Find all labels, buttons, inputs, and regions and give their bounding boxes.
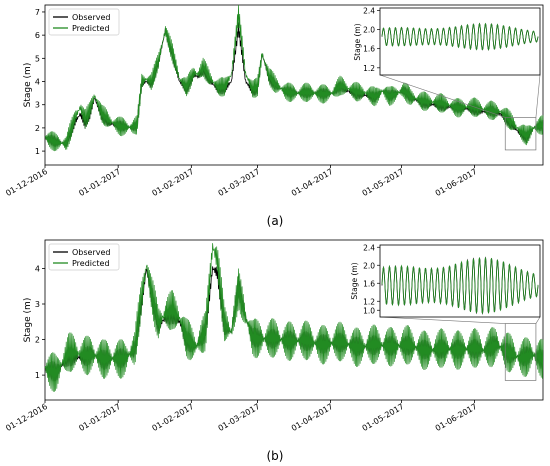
inset-ytick-label: 1.2: [363, 64, 375, 73]
ytick-label: 4: [35, 78, 40, 87]
panel-b-series: [44, 243, 544, 392]
zoom-connector: [379, 74, 506, 118]
panel-a-xticks: 01-12-2016 01-01-2017 01-02-2017 01-03-2017…: [4, 165, 479, 198]
inset-b-ylabel: Stage (m): [350, 262, 359, 299]
ytick-label: 2: [35, 124, 40, 133]
series-line-predicted: [44, 4, 544, 152]
ytick-label: 6: [35, 31, 40, 40]
inset-ytick-label: 2.0: [363, 26, 375, 35]
inset-a-plot-area: [379, 7, 541, 76]
zoom-connector: [535, 74, 541, 118]
inset-ytick-label: 2.4: [363, 243, 375, 252]
panel-a-yticks: 1 2 3 4 5 6 7: [35, 8, 45, 156]
xtick-label: 01-02-2017: [151, 402, 196, 433]
inset-ytick-label: 2.4: [363, 6, 375, 15]
panel-a-inset: Stage (m) 1.2 1.6 2.0 2.4: [353, 6, 541, 76]
zoom-connector: [379, 316, 506, 324]
xtick-label: 01-03-2017: [217, 402, 262, 433]
panel-b-yticks: 1 2 3 4: [35, 264, 45, 380]
panel-b-inset: Stage (m) 1.01.2 1.6 2.0 2.4: [350, 243, 541, 318]
legend-label-observed: Observed: [72, 248, 111, 257]
panel-a-series: [44, 4, 544, 152]
xtick-label: 01-06-2017: [434, 402, 479, 433]
inset-a-ylabel: Stage (m): [353, 23, 362, 60]
xtick-label: 01-12-2016: [4, 167, 49, 198]
zoom-connector: [535, 316, 541, 324]
xtick-label: 01-04-2017: [290, 167, 335, 198]
ytick-label: 4: [35, 264, 40, 273]
panel-b-zoom-box: [379, 316, 541, 381]
ytick-label: 2: [35, 336, 40, 345]
panel-b-caption: (b): [267, 449, 284, 463]
zoom-region: [504, 117, 537, 151]
ytick-label: 1: [35, 147, 40, 156]
inset-ytick-label: 1.0: [363, 306, 375, 315]
xtick-label: 01-01-2017: [77, 402, 122, 433]
xtick-label: 01-03-2017: [217, 167, 262, 198]
legend-label-predicted: Predicted: [72, 24, 110, 33]
panel-b-ylabel: Stage (m): [23, 298, 33, 343]
zoom-region: [504, 323, 537, 381]
ytick-label: 3: [35, 101, 40, 110]
series-line-predicted: [44, 243, 544, 392]
panel-a-zoom-box: [379, 74, 541, 151]
inset-b-series: [381, 256, 539, 315]
legend-label-predicted: Predicted: [72, 259, 110, 268]
ytick-label: 7: [35, 8, 40, 17]
inset-ytick-label: 2.0: [363, 261, 375, 270]
panel-a-ylabel: Stage (m): [23, 63, 33, 108]
ytick-label: 3: [35, 300, 40, 309]
panel-a-caption: (a): [267, 214, 284, 228]
legend-label-observed: Observed: [72, 13, 111, 22]
chart-panel-b: Stage (m) 1 2 3 4 01-12-2016 01-01-2017 01-02…: [4, 239, 544, 463]
inset-ytick-label: 1.2: [363, 297, 375, 306]
inset-a-series: [381, 22, 539, 51]
ytick-label: 5: [35, 54, 40, 63]
inset-series-predicted: [381, 257, 539, 314]
inset-a-yticks: 1.2 1.6 2.0 2.4: [363, 6, 380, 73]
xtick-label: 01-05-2017: [361, 167, 406, 198]
inset-ytick-label: 1.6: [363, 279, 375, 288]
xtick-label: 01-05-2017: [361, 402, 406, 433]
inset-series-predicted: [381, 22, 539, 51]
panel-a-legend: Observed Predicted: [48, 8, 120, 36]
inset-ytick-label: 1.6: [363, 45, 375, 54]
ytick-label: 1: [35, 371, 40, 380]
xtick-label: 01-06-2017: [434, 167, 479, 198]
panel-b-legend: Observed Predicted: [48, 243, 120, 271]
xtick-label: 01-02-2017: [151, 167, 196, 198]
xtick-label: 01-01-2017: [77, 167, 122, 198]
inset-b-yticks: 1.01.2 1.6 2.0 2.4: [363, 243, 380, 315]
xtick-label: 01-12-2016: [4, 402, 49, 433]
panel-b-xticks: 01-12-2016 01-01-2017 01-02-2017 01-03-2017…: [4, 400, 479, 433]
xtick-label: 01-04-2017: [290, 402, 335, 433]
